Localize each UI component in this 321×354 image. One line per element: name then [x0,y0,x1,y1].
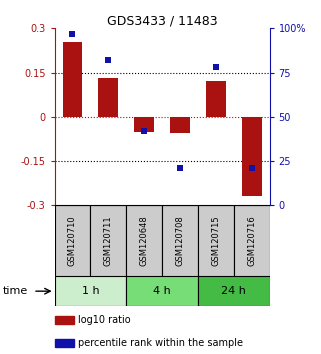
Text: GSM120648: GSM120648 [140,215,149,266]
Text: GSM120710: GSM120710 [68,215,77,266]
Point [70,31,75,36]
Text: GSM120715: GSM120715 [211,215,221,266]
Point [142,128,147,134]
Text: percentile rank within the sample: percentile rank within the sample [78,338,243,348]
Title: GDS3433 / 11483: GDS3433 / 11483 [107,14,217,27]
Bar [126,276,198,306]
Bar [198,205,234,276]
Text: GSM120716: GSM120716 [247,215,256,266]
Point [249,165,254,171]
Point [213,64,218,70]
Bar [206,81,226,117]
Bar [234,205,270,276]
Bar [55,205,91,276]
Bar [170,117,190,133]
Bar [134,117,154,132]
Text: time: time [3,286,29,296]
Bar [198,276,270,306]
Bar [55,276,126,306]
Text: GSM120708: GSM120708 [176,215,185,266]
Text: GSM120711: GSM120711 [104,215,113,266]
Text: 4 h: 4 h [153,286,171,296]
Text: 1 h: 1 h [82,286,99,296]
Point [106,57,111,63]
Bar [126,205,162,276]
Bar [99,79,118,117]
Bar [242,117,262,196]
Bar [162,205,198,276]
Bar [55,316,74,324]
Bar [91,205,126,276]
Bar [63,42,82,117]
Point [178,165,183,171]
Bar [55,339,74,347]
Text: log10 ratio: log10 ratio [78,315,130,325]
Text: 24 h: 24 h [221,286,246,296]
